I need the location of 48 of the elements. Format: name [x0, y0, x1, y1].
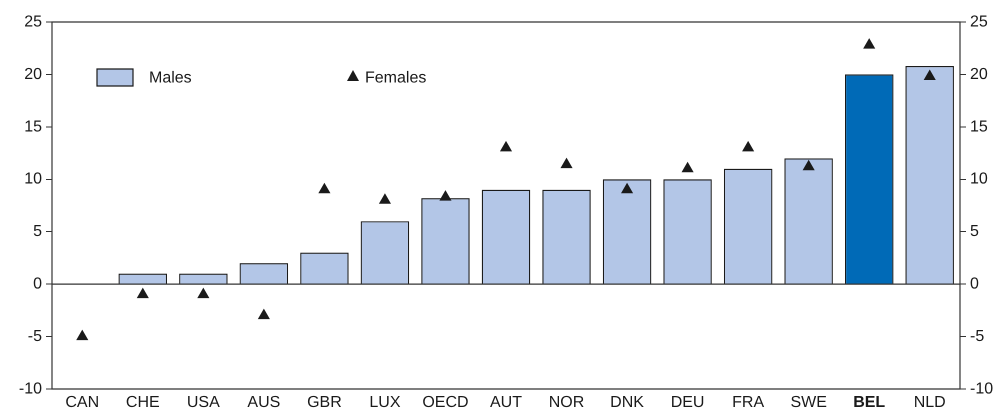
x-tick-label: CAN — [65, 394, 100, 412]
y2-tick-label: 0 — [970, 276, 979, 293]
y-tick-label: 15 — [24, 118, 42, 136]
y2-tick-label: 25 — [970, 13, 988, 30]
point — [258, 309, 270, 320]
x-tick-label: SWE — [790, 394, 827, 412]
x-tick-label: GBR — [307, 394, 342, 412]
y-tick-label: 20 — [24, 66, 42, 83]
y2-tick-label: 5 — [970, 223, 979, 240]
point — [137, 288, 148, 298]
x-tick-label: DNK — [610, 394, 644, 412]
point — [318, 183, 330, 194]
y2-tick-label: -10 — [970, 380, 994, 398]
point — [440, 190, 452, 201]
y2-tick-label: -5 — [970, 328, 984, 345]
y-tick-label: 10 — [24, 170, 42, 188]
point — [379, 194, 391, 204]
x-tick-label: BEL — [853, 394, 886, 412]
y2-tick-label: 10 — [970, 170, 988, 188]
x-tick-label: NLD — [914, 394, 946, 412]
point — [924, 70, 936, 80]
point — [742, 141, 754, 152]
x-tick-label: NOR — [548, 394, 584, 412]
point — [682, 162, 694, 172]
point — [198, 288, 210, 298]
legend-label: Males — [149, 69, 192, 86]
x-tick-label: USA — [186, 394, 220, 412]
x-tick-label: FRA — [732, 394, 764, 412]
y-tick-label: 5 — [33, 223, 42, 240]
point — [621, 183, 633, 194]
point — [560, 158, 572, 168]
point — [76, 330, 88, 340]
x-tick-label: OECD — [422, 394, 469, 412]
x-tick-label: LUX — [369, 394, 401, 412]
point — [500, 141, 512, 152]
y-tick-label: 0 — [33, 276, 42, 293]
legend-label: Females — [365, 69, 426, 86]
x-tick-label: CHE — [126, 394, 160, 412]
y-tick-label: -10 — [18, 380, 42, 398]
x-tick-label: AUS — [247, 394, 280, 412]
y2-tick-label: 15 — [970, 118, 988, 136]
x-tick-label: DEU — [670, 394, 704, 412]
y2-tick-label: 20 — [970, 66, 988, 83]
x-tick-label: AUT — [490, 394, 522, 412]
point — [802, 160, 814, 170]
y-tick-label: 25 — [24, 13, 42, 30]
point — [864, 38, 875, 49]
y-tick-label: -5 — [28, 328, 42, 345]
